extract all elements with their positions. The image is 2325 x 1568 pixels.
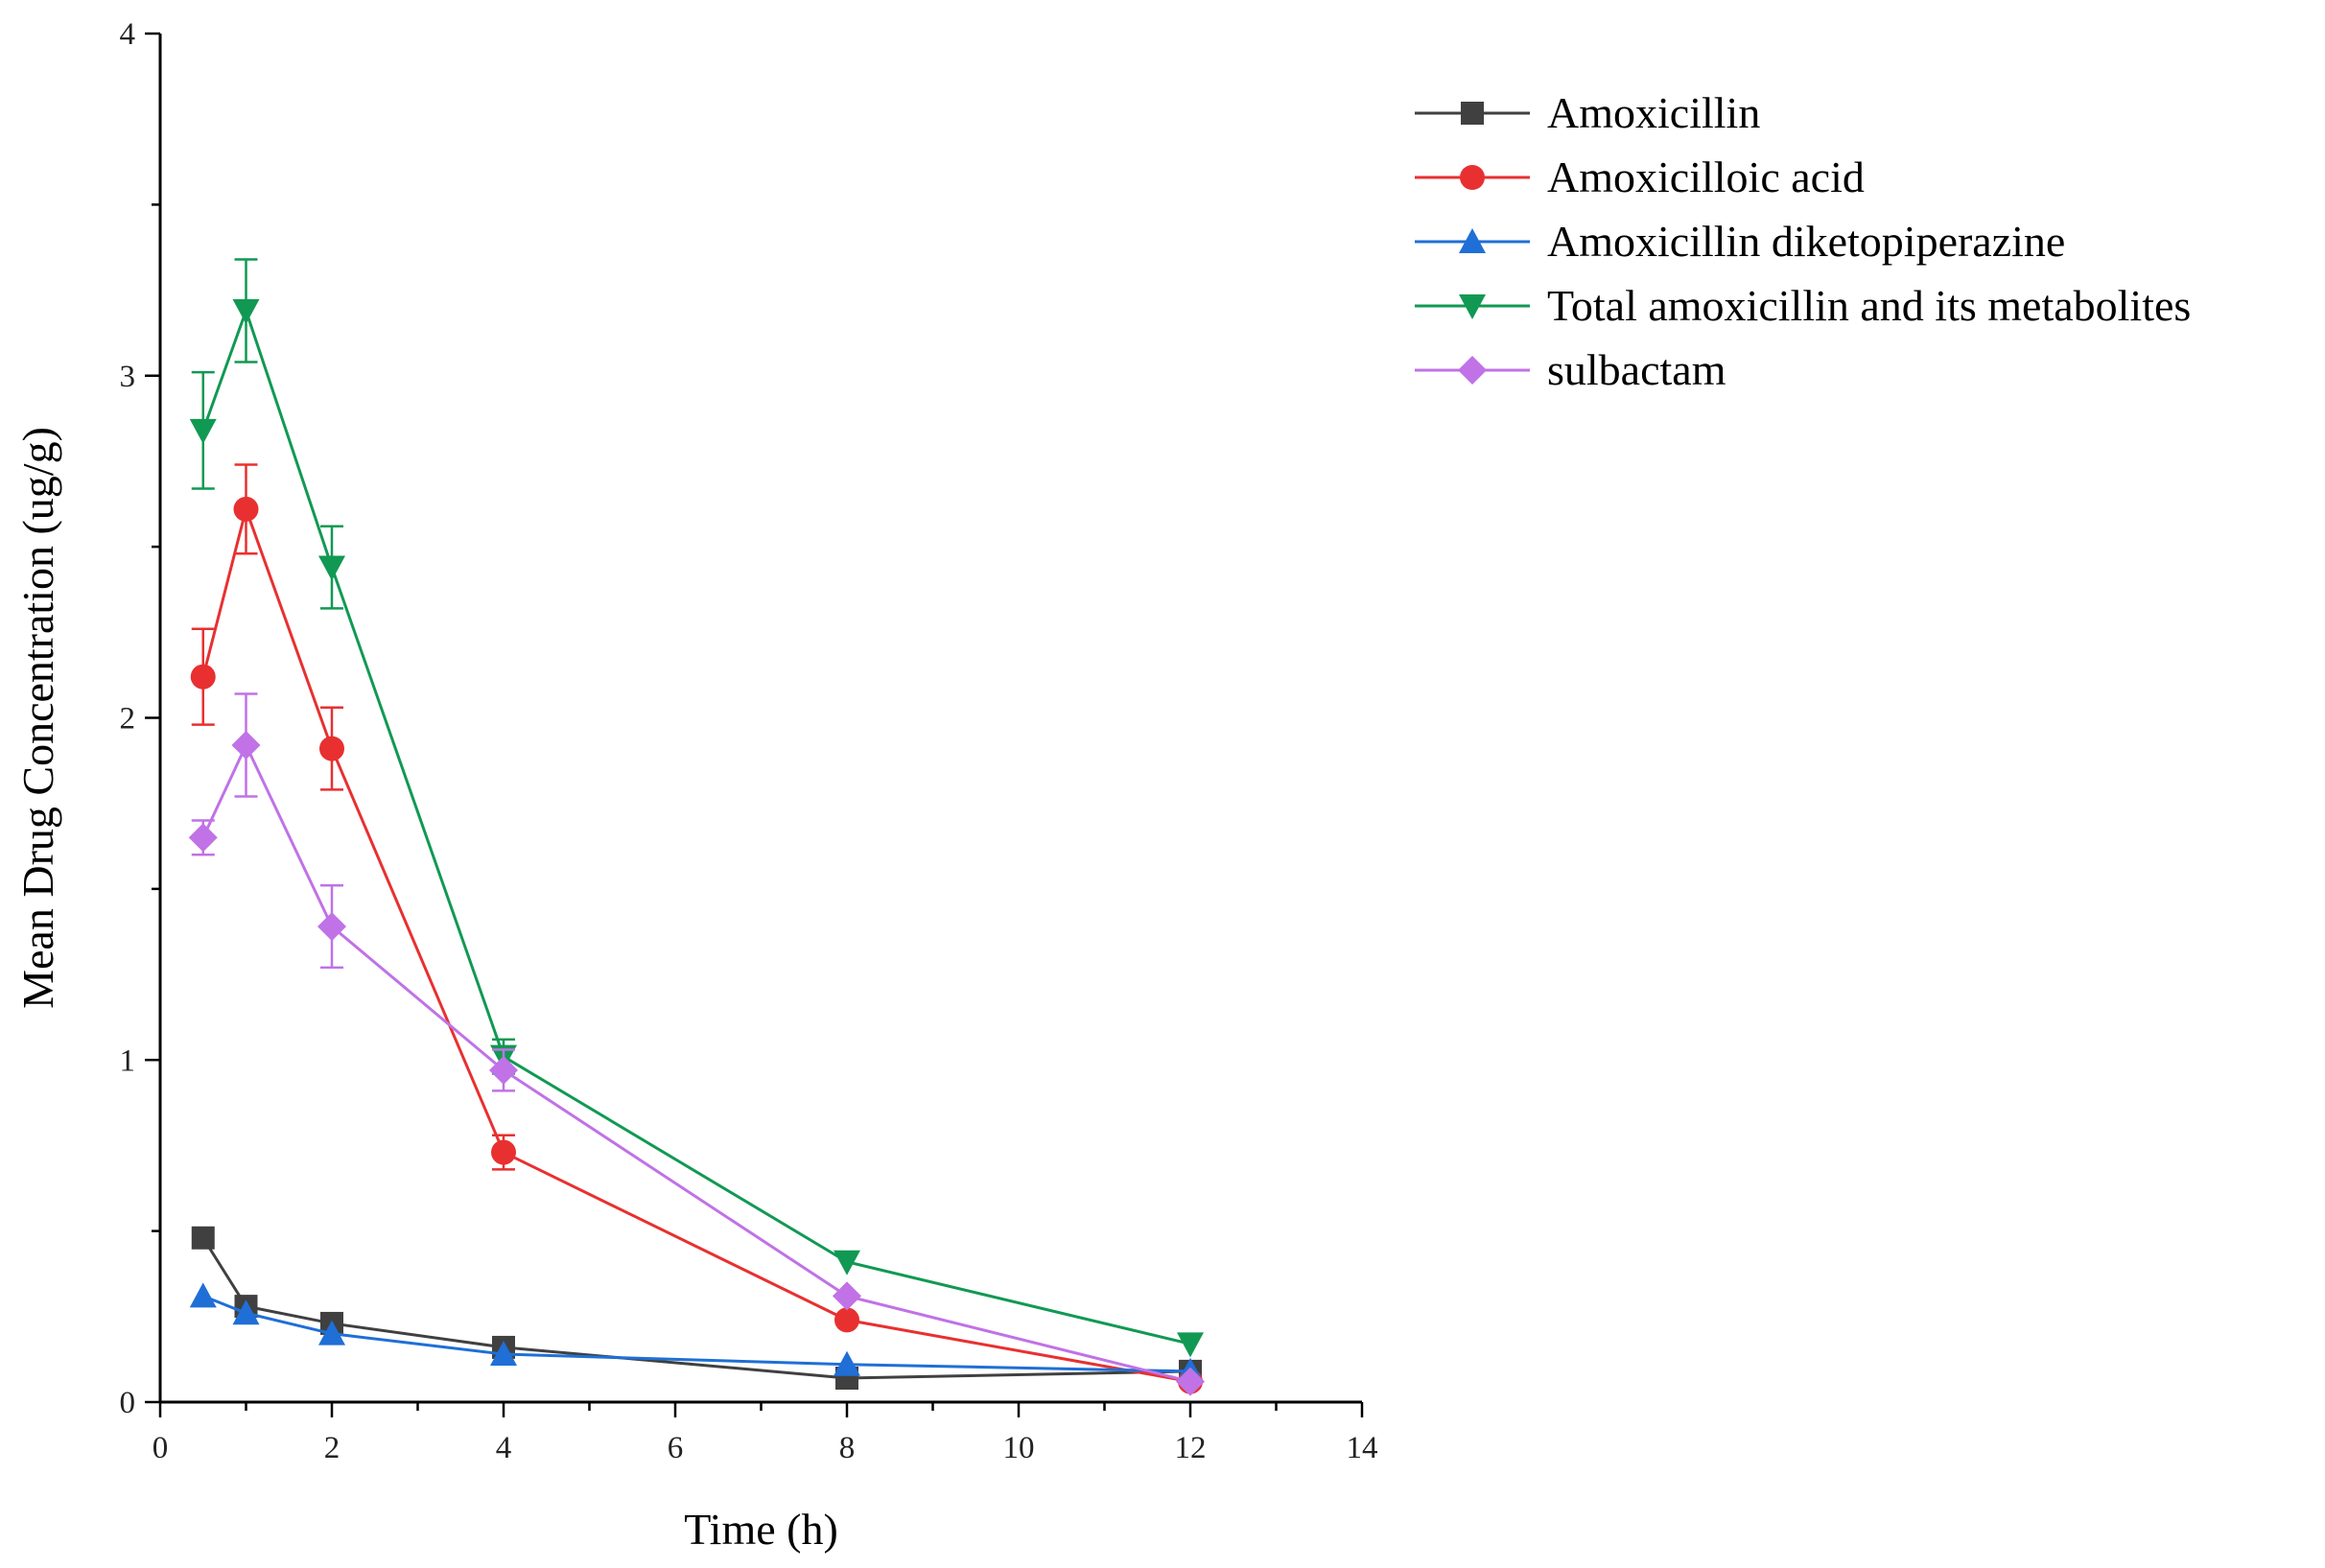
y-tick-label: 0: [120, 1386, 136, 1420]
legend-marker: [1461, 102, 1484, 125]
series-group: [189, 258, 1204, 1358]
x-tick-label: 0: [153, 1431, 169, 1465]
x-tick-label: 2: [324, 1431, 341, 1465]
data-point: [834, 1307, 859, 1333]
data-point: [317, 912, 346, 942]
data-point: [188, 823, 218, 853]
series-layer: [188, 258, 1205, 1396]
legend-marker: [1459, 294, 1486, 319]
x-tick-label: 6: [668, 1431, 684, 1465]
data-point: [191, 1226, 215, 1250]
legend-label: Amoxicilloic acid: [1547, 152, 1865, 201]
data-point: [318, 555, 345, 581]
legend-entry: Amoxicillin: [1415, 88, 1760, 137]
legend-marker: [1460, 165, 1485, 190]
data-point: [491, 1139, 516, 1165]
legend-marker: [1459, 228, 1486, 253]
data-point: [1177, 1332, 1204, 1358]
data-point: [833, 1281, 861, 1311]
series-line: [201, 503, 1191, 1384]
data-point: [189, 1282, 217, 1308]
y-tick-label: 3: [120, 360, 136, 394]
legend-marker: [1458, 356, 1487, 385]
data-point: [231, 731, 261, 761]
data-point: [318, 1320, 345, 1346]
legend-label: sulbactam: [1547, 345, 1726, 394]
series-line: [202, 1295, 1191, 1373]
data-point: [232, 1299, 260, 1325]
y-tick-label: 2: [120, 702, 136, 737]
data-point: [232, 298, 260, 324]
legend-entry: Total amoxicillin and its metabolites: [1415, 281, 2191, 330]
y-axis-title: Mean Drug Concentration (ug/g): [13, 427, 62, 1009]
legend-label: Amoxicillin diketopiperazine: [1547, 217, 2065, 266]
legend: Amoxicillin Amoxicilloic acid Amoxicillin …: [1415, 88, 2191, 394]
y-tick-label: 1: [120, 1043, 136, 1078]
data-point: [233, 496, 259, 522]
data-point: [834, 1350, 860, 1376]
legend-entry: Amoxicillin diketopiperazine: [1415, 217, 2065, 266]
x-tick-label: 14: [1347, 1431, 1378, 1465]
x-tick-label: 12: [1175, 1431, 1207, 1465]
series-group: [188, 692, 1205, 1396]
data-point: [834, 1250, 860, 1275]
series-group: [191, 1226, 1202, 1391]
data-point: [1176, 1367, 1205, 1396]
legend-label: Amoxicillin: [1547, 88, 1760, 137]
data-point: [319, 736, 344, 761]
data-point: [190, 664, 216, 690]
data-point: [490, 1341, 517, 1367]
legend-entry: sulbactam: [1415, 345, 1726, 394]
series-line: [201, 306, 1191, 1346]
series-line: [201, 741, 1191, 1384]
x-tick-label: 4: [496, 1431, 512, 1465]
data-point: [489, 1055, 518, 1085]
x-tick-label: 8: [839, 1431, 856, 1465]
legend-entry: Amoxicilloic acid: [1415, 152, 1865, 201]
legend-label: Total amoxicillin and its metabolites: [1547, 281, 2191, 330]
data-point: [189, 418, 217, 444]
y-tick-label: 4: [120, 17, 136, 52]
x-axis-title: Time (h): [684, 1505, 838, 1554]
x-tick-label: 10: [1003, 1431, 1035, 1465]
